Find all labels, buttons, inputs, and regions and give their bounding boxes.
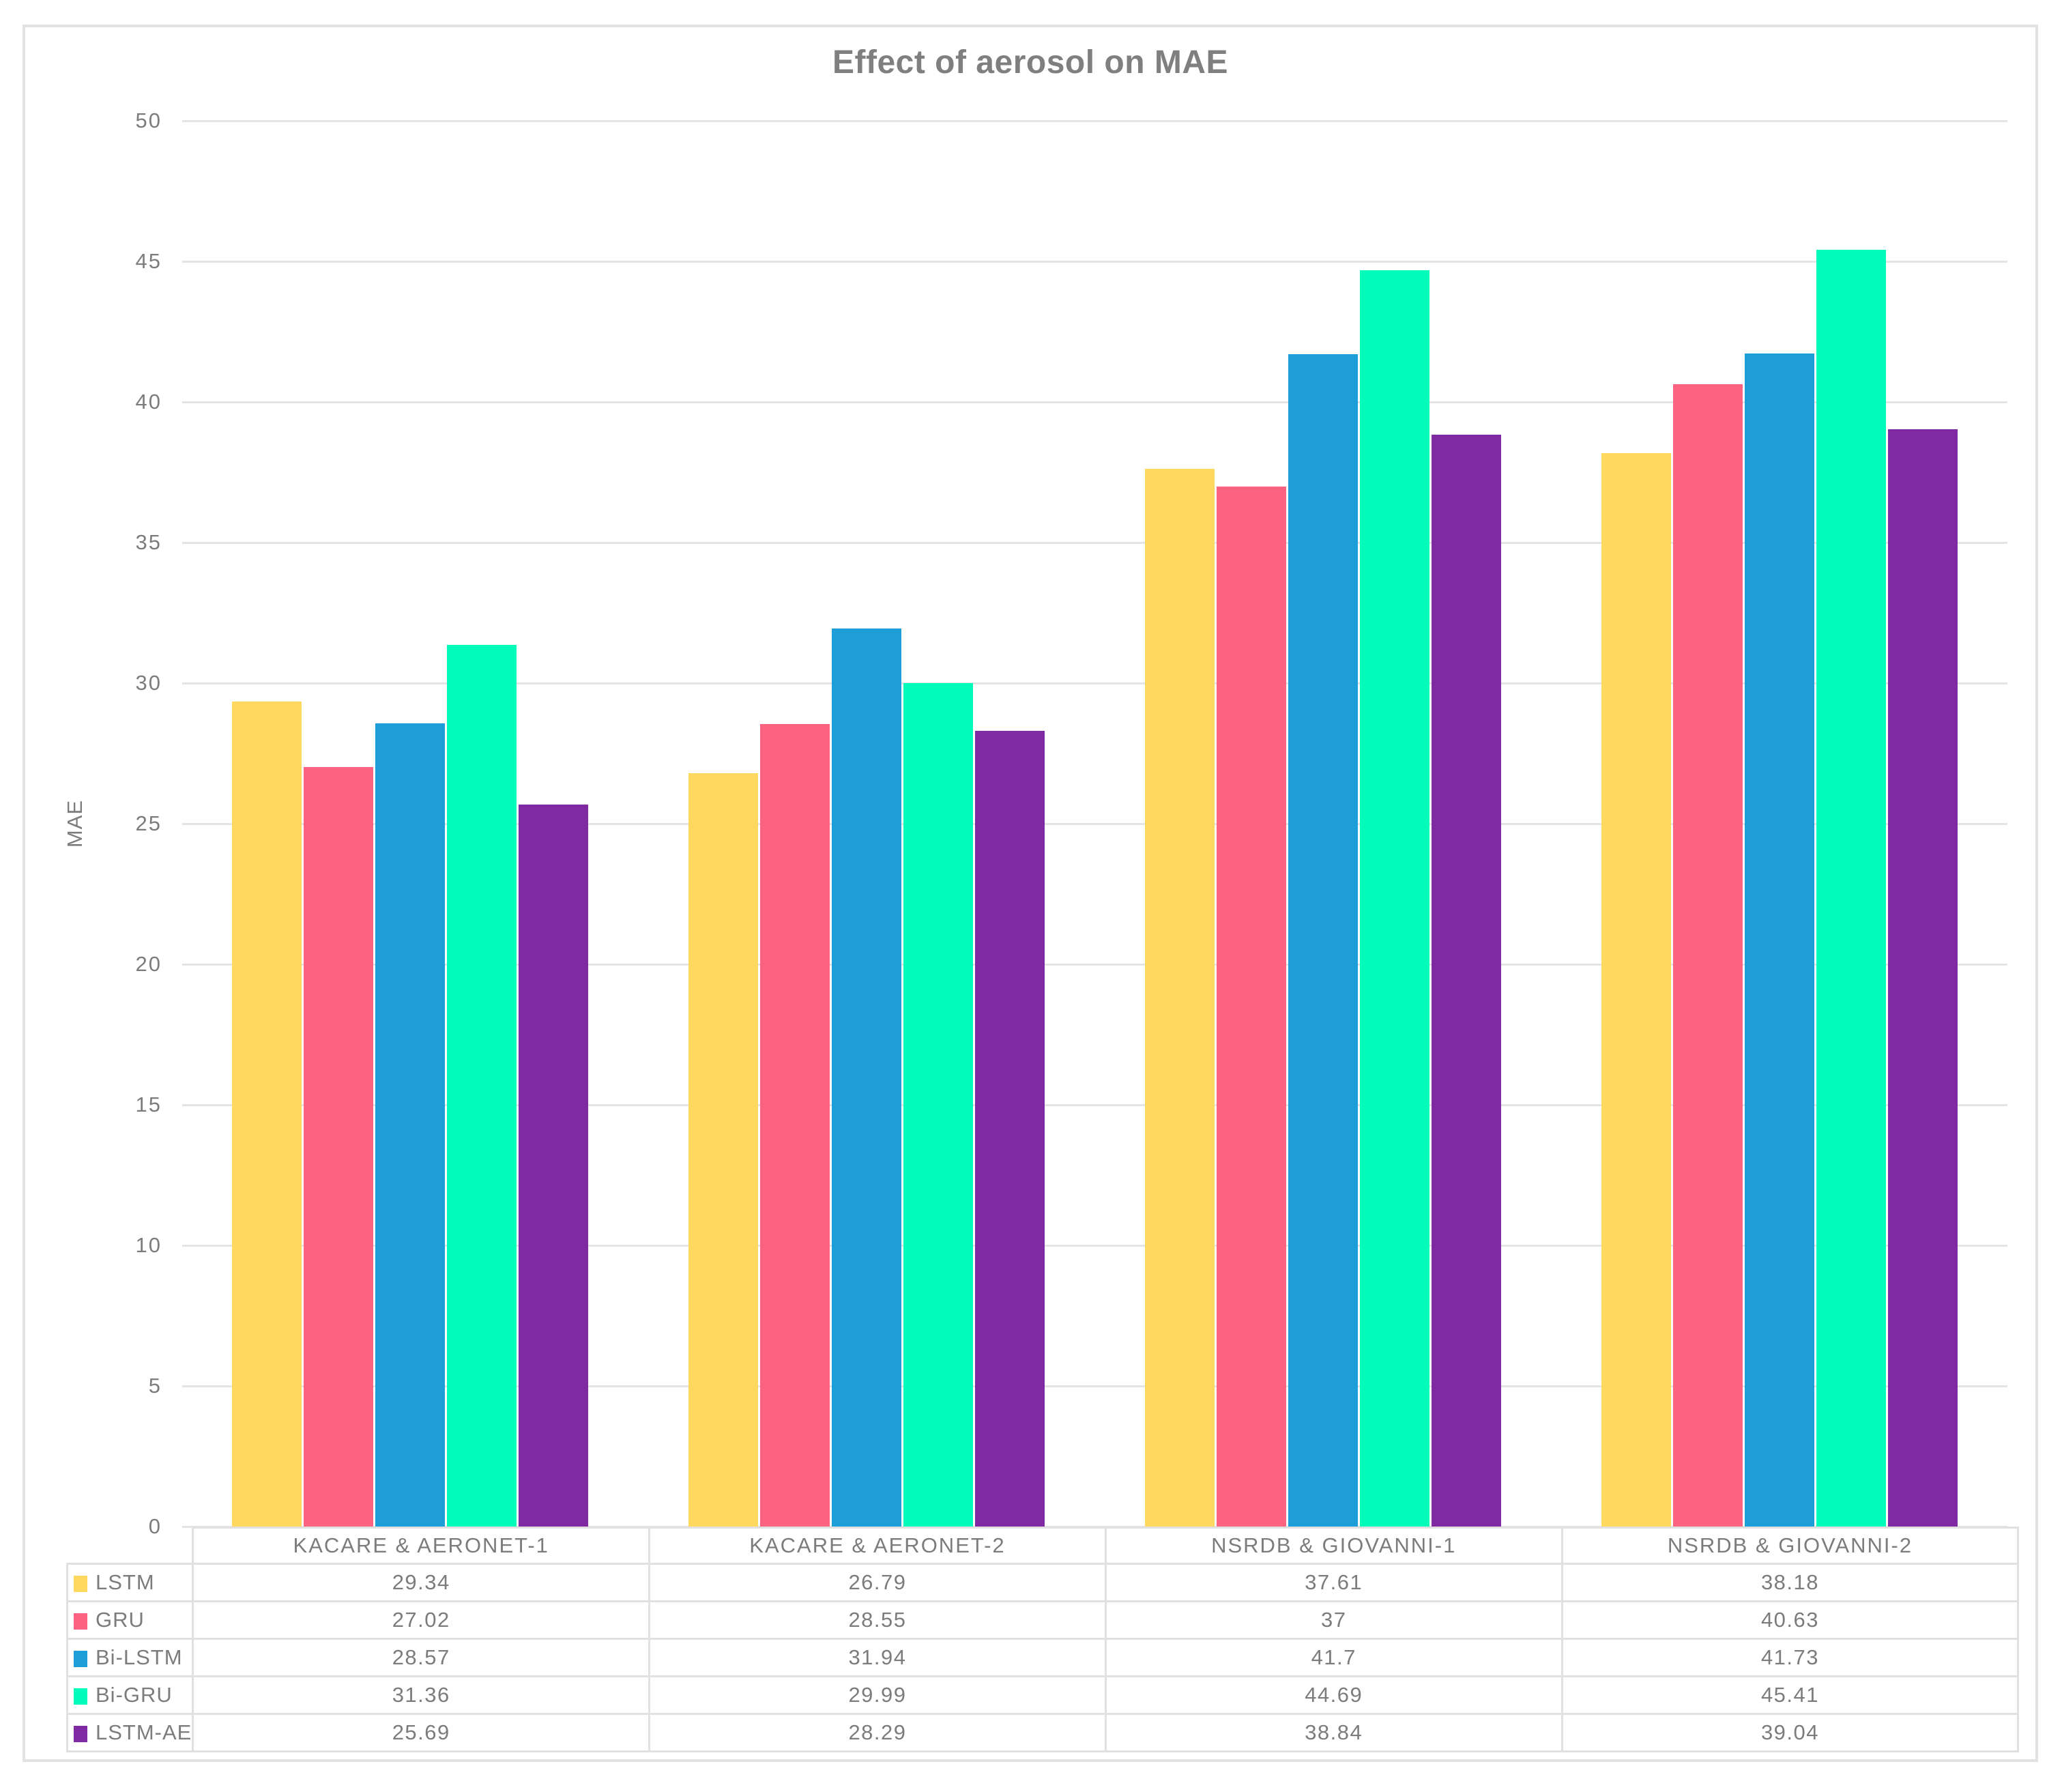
table-row: LSTM 29.34 26.79 37.61 38.18 [66,1563,2020,1602]
value-cell: 41.73 [1560,1638,2020,1677]
bar-bi-gru [1359,270,1429,1527]
bar-bi-lstm [1744,353,1814,1527]
y-axis-tick-label: 50 [135,109,162,132]
bar-group-2 [688,121,1045,1527]
legend-cell: GRU [66,1600,194,1640]
legend-key-swatch [74,1726,87,1742]
table-row: Bi-GRU 31.36 29.99 44.69 45.41 [66,1675,2020,1715]
bar-lstm [1601,452,1671,1527]
bar-bi-lstm [375,723,446,1527]
gridline [182,119,2007,122]
bar-bi-lstm [832,628,902,1527]
gridline [182,260,2007,263]
value-cell: 44.69 [1104,1675,1563,1715]
bar-lstm [232,702,302,1527]
legend-cell: Bi-GRU [66,1675,194,1715]
value-cell: 31.94 [648,1638,1107,1677]
value-cell: 27.02 [192,1600,651,1640]
gridline [182,682,2007,684]
legend-key-swatch [74,1576,87,1592]
series-label: Bi-LSTM [96,1645,183,1669]
value-cell: 39.04 [1560,1713,2020,1752]
legend-key-swatch [74,1688,87,1705]
series-label: Bi-GRU [96,1683,173,1707]
gridline [182,963,2007,966]
table-row: Bi-LSTM 28.57 31.94 41.7 41.73 [66,1638,2020,1677]
value-cell: 29.99 [648,1675,1107,1715]
legend-key-swatch [74,1613,87,1630]
bar-group-3 [1144,121,1501,1527]
category-header: NSRDB & GIOVANNI-2 [1560,1527,2020,1565]
value-cell: 28.29 [648,1713,1107,1752]
value-cell: 40.63 [1560,1600,2020,1640]
bar-lstm-ae [975,731,1045,1527]
legend-cell: Bi-LSTM [66,1638,194,1677]
bar-bi-lstm [1288,353,1358,1527]
y-axis-tick-label: 15 [135,1093,162,1116]
data-table: KACARE & AERONET-1 KACARE & AERONET-2 NSRD… [66,1527,2020,1752]
y-axis-tick-label: 25 [135,811,162,835]
gridline [182,1385,2007,1387]
legend-cell: LSTM [66,1563,194,1602]
y-axis-tick-label: 45 [135,249,162,273]
value-cell: 25.69 [192,1713,651,1752]
plot-area [182,119,2007,1528]
bar-lstm-ae [519,804,589,1527]
value-cell: 29.34 [192,1563,651,1602]
bar-group-1 [232,121,589,1527]
bar-bi-gru [903,683,974,1527]
chart-title: Effect of aerosol on MAE [832,44,1229,81]
value-cell: 45.41 [1560,1675,2020,1715]
value-cell: 38.18 [1560,1563,2020,1602]
value-cell: 26.79 [648,1563,1107,1602]
category-header: KACARE & AERONET-2 [648,1527,1107,1565]
bar-bi-gru [1816,250,1886,1527]
series-label: LSTM [96,1570,155,1594]
value-cell: 28.55 [648,1600,1107,1640]
y-axis-tick-label: 40 [135,390,162,414]
y-axis-tick-label: 20 [135,952,162,976]
value-cell: 31.36 [192,1675,651,1715]
y-axis-tick-label: 5 [148,1374,162,1398]
value-cell: 37 [1104,1600,1563,1640]
bar-lstm [1144,469,1215,1527]
bar-gru [1672,384,1743,1527]
legend-key-swatch [74,1651,87,1667]
table-row: LSTM-AE 25.69 28.29 38.84 39.04 [66,1713,2020,1752]
gridline [182,1103,2007,1106]
y-axis-tick-label: 10 [135,1233,162,1257]
y-axis-tick-label: 30 [135,671,162,695]
value-cell: 37.61 [1104,1563,1563,1602]
bar-lstm [688,773,759,1527]
gridline [182,541,2007,544]
category-header: KACARE & AERONET-1 [192,1527,651,1565]
series-label: LSTM-AE [96,1720,192,1744]
series-label: GRU [96,1608,145,1632]
bar-gru [304,766,374,1527]
legend-cell: LSTM-AE [66,1713,194,1752]
bar-lstm-ae [1887,429,1958,1527]
value-cell: 28.57 [192,1638,651,1677]
y-axis-tick-label: 35 [135,530,162,554]
bar-gru [760,723,830,1527]
gridline [182,822,2007,825]
gridline [182,401,2007,403]
bar-bi-gru [447,644,517,1527]
y-axis-tick-label: 0 [148,1514,162,1538]
gridline [182,1244,2007,1247]
bar-gru [1216,486,1286,1527]
category-header: NSRDB & GIOVANNI-1 [1104,1527,1563,1565]
bar-lstm-ae [1431,434,1501,1527]
gridline [182,1525,2007,1528]
table-corner-cell [68,1528,193,1564]
value-cell: 41.7 [1104,1638,1563,1677]
value-cell: 38.84 [1104,1713,1563,1752]
table-row: GRU 27.02 28.55 37 40.63 [66,1600,2020,1640]
bar-group-4 [1601,121,1958,1527]
